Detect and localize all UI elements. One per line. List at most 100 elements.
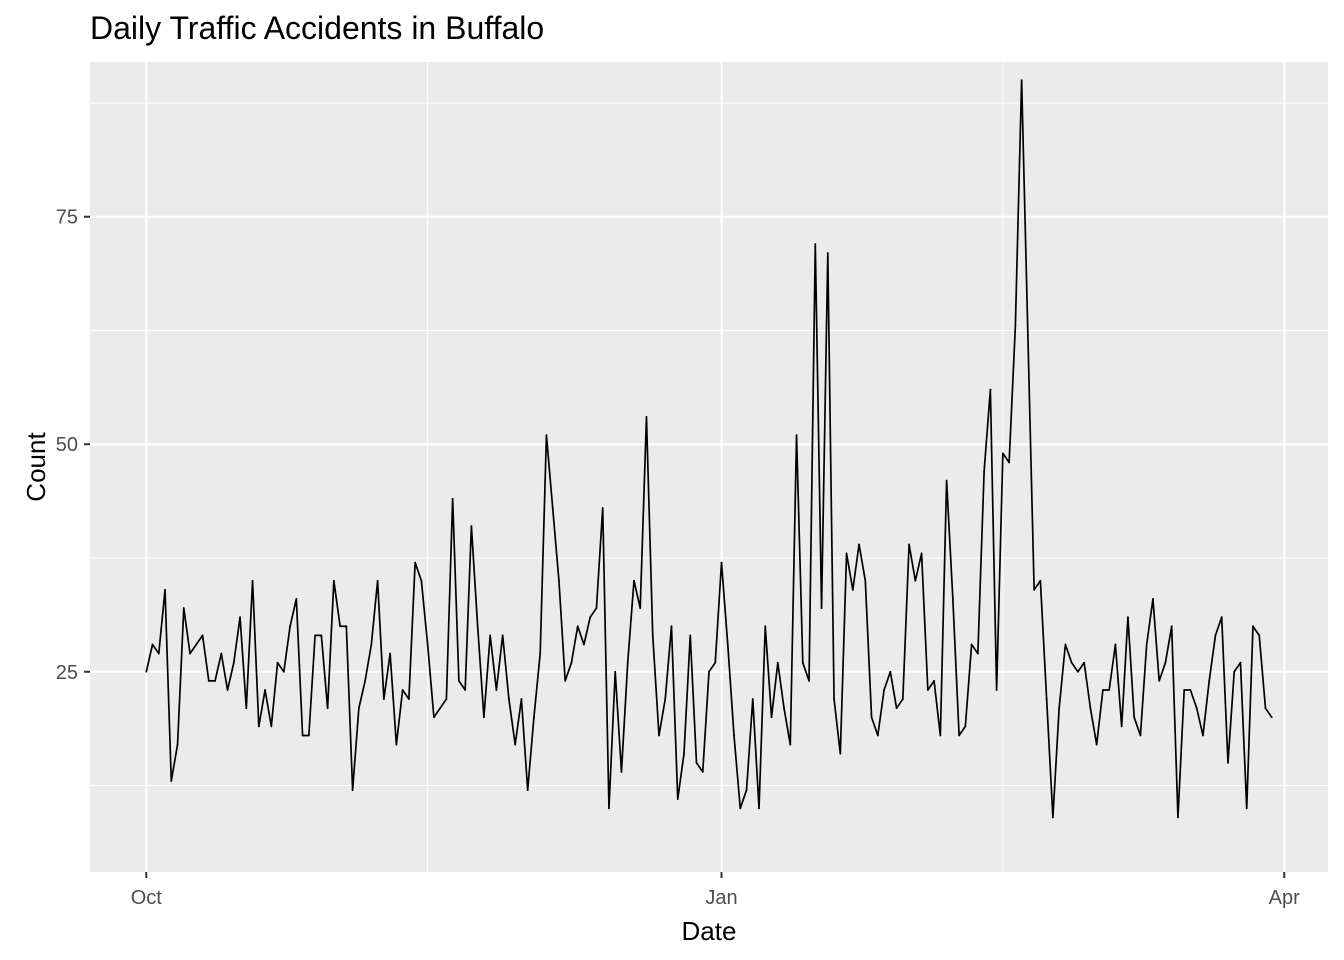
grid-major	[90, 62, 1328, 872]
data-point	[1177, 816, 1179, 819]
data-point	[326, 707, 329, 710]
data-point	[1139, 734, 1142, 737]
data-point	[570, 661, 573, 664]
data-point	[1164, 661, 1167, 664]
data-point	[845, 552, 848, 555]
data-point	[483, 716, 485, 719]
data-point	[776, 661, 779, 664]
data-point	[1245, 807, 1248, 810]
data-point	[1158, 679, 1161, 682]
data-point	[401, 689, 404, 691]
data-point	[889, 670, 892, 673]
data-point	[901, 698, 904, 700]
data-point	[1152, 598, 1154, 600]
data-point	[1133, 716, 1136, 719]
data-point	[970, 643, 973, 646]
data-point	[989, 388, 992, 391]
data-point	[382, 698, 385, 700]
tick-labels: 25 50 75 Oct Jan Apr	[56, 207, 1300, 909]
data-point	[432, 716, 435, 719]
data-point	[1039, 579, 1042, 582]
data-point	[1083, 661, 1086, 664]
data-point	[1264, 707, 1267, 710]
data-point	[314, 634, 316, 637]
data-point	[620, 770, 623, 773]
data-point	[833, 698, 835, 700]
data-point	[701, 770, 704, 773]
data-point	[414, 561, 417, 564]
data-point	[164, 588, 166, 591]
x-tick-label: Jan	[705, 887, 737, 909]
data-point	[301, 734, 304, 737]
data-point	[995, 689, 998, 691]
data-point	[1033, 588, 1036, 591]
data-point	[783, 707, 785, 710]
data-point	[514, 743, 517, 746]
data-point	[426, 643, 429, 646]
data-point	[976, 652, 979, 655]
data-point	[745, 789, 748, 791]
x-tick-label: Oct	[131, 887, 163, 909]
y-tick-label: 75	[56, 207, 78, 229]
data-point	[1252, 625, 1254, 628]
data-point	[332, 579, 335, 582]
data-point	[614, 670, 617, 673]
data-point	[170, 780, 173, 782]
data-point	[595, 607, 598, 609]
data-point	[357, 707, 360, 710]
data-point	[1045, 698, 1048, 700]
data-point	[1089, 707, 1092, 710]
data-point	[1183, 689, 1186, 691]
data-point	[395, 743, 398, 746]
data-point	[1214, 634, 1217, 637]
data-point	[282, 670, 285, 673]
data-point	[964, 725, 967, 728]
data-point	[1001, 452, 1004, 455]
data-point	[576, 625, 579, 628]
data-point	[839, 752, 842, 755]
data-point	[739, 807, 742, 810]
data-point	[151, 643, 154, 646]
data-point	[1195, 707, 1198, 710]
data-point	[220, 652, 223, 655]
data-point	[439, 707, 442, 710]
chart-title: Daily Traffic Accidents in Buffalo	[90, 10, 545, 46]
data-point	[870, 716, 873, 719]
data-point	[645, 416, 648, 418]
data-point	[1020, 79, 1023, 82]
data-point	[958, 734, 960, 737]
data-point	[539, 652, 542, 655]
data-point	[876, 734, 879, 737]
data-point	[708, 670, 710, 673]
data-point	[826, 252, 829, 255]
data-point	[551, 507, 554, 509]
data-point	[257, 725, 260, 728]
data-point	[945, 479, 948, 482]
data-point	[251, 579, 254, 582]
data-point	[608, 807, 610, 810]
data-point	[664, 698, 667, 700]
data-point	[1077, 670, 1079, 673]
data-point	[320, 634, 323, 637]
data-point	[451, 497, 454, 500]
data-point	[1239, 661, 1242, 664]
data-point	[864, 579, 867, 582]
data-point	[245, 707, 248, 710]
axis-ticks	[84, 215, 1286, 878]
data-point	[295, 598, 298, 600]
data-point	[1145, 643, 1148, 646]
data-point	[764, 625, 767, 628]
data-point	[1095, 743, 1098, 746]
data-point	[895, 707, 898, 710]
data-point	[733, 734, 735, 737]
data-point	[189, 652, 191, 655]
data-point	[658, 734, 660, 737]
data-point	[289, 625, 291, 628]
data-point	[264, 689, 266, 691]
data-point	[951, 598, 954, 600]
x-tick-label: Apr	[1269, 887, 1300, 909]
data-point	[520, 698, 523, 700]
data-point	[1258, 634, 1261, 637]
data-point	[801, 661, 804, 664]
